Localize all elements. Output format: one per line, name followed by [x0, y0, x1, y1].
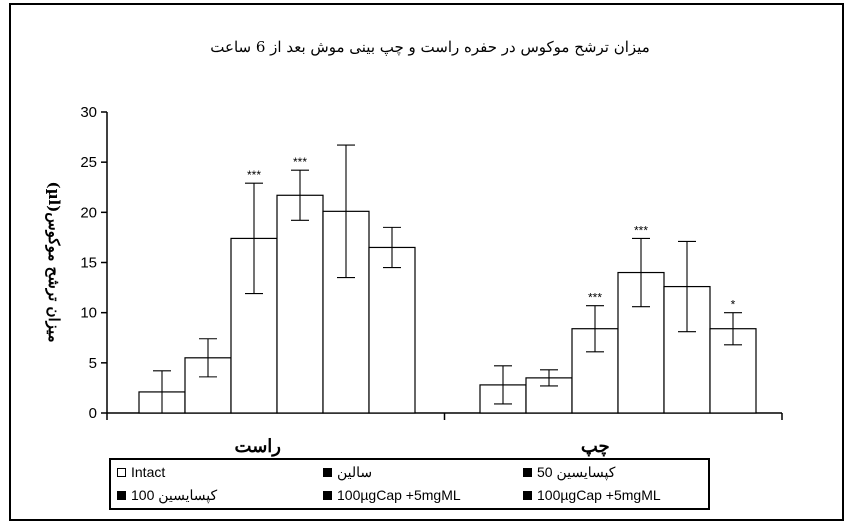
legend-label: سالین: [337, 464, 373, 480]
y-axis-label: میزان ترشح موکوس(µl): [45, 181, 63, 343]
significance-label: ***: [293, 155, 307, 169]
legend-label: Intact: [131, 464, 166, 480]
legend-marker: [117, 491, 126, 500]
y-tick-label: 30: [80, 104, 97, 121]
legend-item-cap-ml-1: 100µgCap +5mgML: [323, 487, 461, 503]
legend-marker: [323, 468, 332, 477]
significance-label: ***: [634, 223, 648, 237]
bar: [368, 246, 416, 414]
significance-label: *: [731, 298, 736, 312]
legend-label: 100µgCap +5mgML: [537, 487, 661, 503]
legend-label: 100µgCap +5mgML: [337, 487, 461, 503]
x-group-label: چپ: [581, 436, 610, 457]
significance-label: ***: [247, 168, 261, 182]
legend-marker: [523, 468, 532, 477]
y-tick-label: 10: [80, 305, 97, 322]
legend-marker: [523, 490, 532, 500]
legend-marker: [323, 490, 332, 500]
legend-item-saline: سالین: [323, 464, 372, 481]
y-tick-label: 5: [89, 355, 97, 372]
legend-marker: [117, 467, 126, 477]
legend-item-cap-ml-2: 100µgCap +5mgML: [523, 487, 661, 503]
y-tick-label: 15: [80, 255, 97, 272]
y-tick-label: 20: [80, 204, 97, 221]
bar: [617, 271, 665, 414]
bar: [276, 194, 324, 414]
chart-title: میزان ترشح موکوس در حفره راست و چپ بینی …: [210, 38, 650, 56]
significance-label: ***: [588, 291, 602, 305]
legend-label: کپسایسین 50: [537, 464, 616, 480]
x-group-label: راست: [235, 436, 281, 457]
y-tick-label: 25: [80, 154, 97, 171]
legend-item-capsaicin-100: کپسایسین 100: [117, 487, 217, 504]
legend-label: کپسایسین 100: [131, 487, 218, 503]
legend-item-intact: Intact: [117, 464, 165, 480]
legend-item-capsaicin-50: کپسایسین 50: [523, 464, 615, 481]
y-tick-label: 0: [89, 405, 97, 422]
legend: Intact سالین کپسایسین 50 کپسایسین 100 10…: [109, 458, 710, 510]
